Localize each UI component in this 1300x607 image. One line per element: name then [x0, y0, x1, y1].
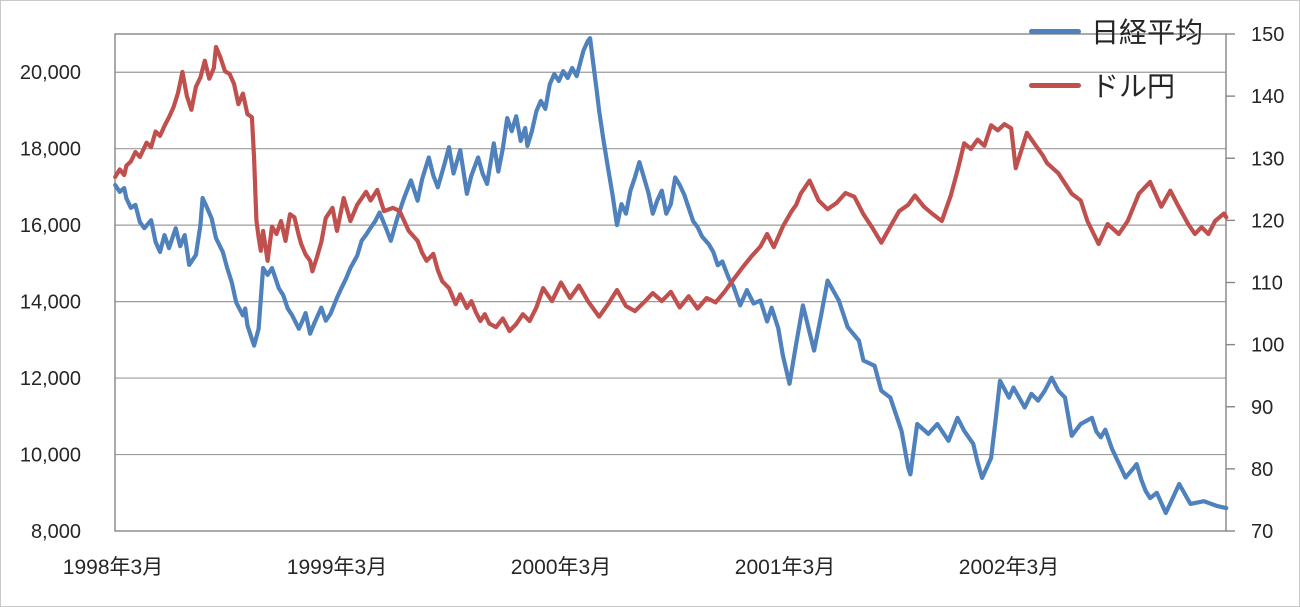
right-axis-tick-label: 100: [1251, 335, 1284, 357]
left-axis-tick-label: 16,000: [20, 215, 81, 237]
legend-label-nikkei: 日経平均: [1091, 17, 1204, 48]
right-axis-tick-label: 130: [1251, 148, 1284, 170]
right-axis-tick-label: 70: [1251, 521, 1273, 543]
right-axis-tick-label: 120: [1251, 210, 1284, 232]
x-axis-label: 1999年3月: [287, 556, 387, 579]
right-axis-tick-label: 80: [1251, 459, 1273, 481]
left-axis-tick-label: 10,000: [20, 445, 81, 467]
right-axis-tick-label: 110: [1251, 273, 1283, 295]
legend-item-nikkei[interactable]: 日経平均: [1029, 11, 1203, 51]
left-axis-tick-label: 20,000: [20, 62, 81, 84]
legend: 日経平均 ドル円: [1029, 11, 1203, 105]
left-axis-tick-label: 12,000: [20, 368, 81, 390]
x-axis-label: 2001年3月: [735, 556, 835, 579]
right-axis-tick-label: 150: [1251, 24, 1284, 46]
left-axis-tick-label: 18,000: [20, 139, 81, 161]
x-axis-labels: 1998年3月 1999年3月 2000年3月 2001年3月 2002年3月: [63, 556, 1059, 579]
legend-label-dollar-yen: ドル円: [1091, 71, 1176, 102]
plot-border: [114, 33, 1227, 532]
x-axis-label: 1998年3月: [63, 556, 163, 579]
x-axis-label: 2000年3月: [511, 556, 611, 579]
x-axis-label: 2002年3月: [959, 556, 1059, 579]
right-axis-labels: 70 80 90 100 110 120 130 140 150: [1251, 24, 1284, 543]
right-axis-tick-label: 140: [1251, 86, 1284, 108]
gridlines: [115, 71, 1226, 456]
right-axis-ticks: [1226, 33, 1235, 532]
left-axis-tick-label: 8,000: [31, 521, 81, 543]
left-axis-labels: 8,000 10,000 12,000 14,000 16,000 18,000 20,00…: [20, 62, 81, 543]
dollar-yen-line-swatch: [1029, 82, 1081, 88]
nikkei-line-series[interactable]: [113, 36, 1229, 516]
nikkei-line-swatch: [1029, 28, 1081, 34]
dollar-yen-line-series[interactable]: [113, 44, 1229, 334]
legend-item-dollar-yen[interactable]: ドル円: [1029, 65, 1203, 105]
left-axis-tick-label: 14,000: [20, 292, 81, 314]
right-axis-tick-label: 90: [1251, 397, 1273, 419]
